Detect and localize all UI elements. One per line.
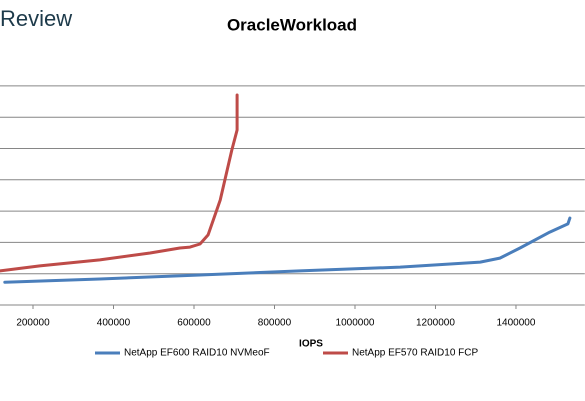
legend-label: NetApp EF570 RAID10 FCP: [352, 348, 478, 359]
x-tick-label: 1400000: [497, 318, 536, 329]
x-tick-label: 1000000: [336, 318, 375, 329]
x-tick-label: 800000: [258, 318, 292, 329]
x-tick-label: 600000: [177, 318, 211, 329]
legend-label: NetApp EF600 RAID10 NVMeoF: [124, 348, 270, 359]
x-tick-label: 200000: [16, 318, 50, 329]
chart-title: OracleWorkload: [227, 15, 357, 34]
series-line: [3, 216, 572, 284]
x-axis-label: IOPS: [299, 339, 323, 350]
logo-text: Review: [0, 6, 72, 31]
series-line: [0, 93, 239, 273]
x-tick-label: 400000: [97, 318, 131, 329]
x-tick-label: 1200000: [416, 318, 455, 329]
